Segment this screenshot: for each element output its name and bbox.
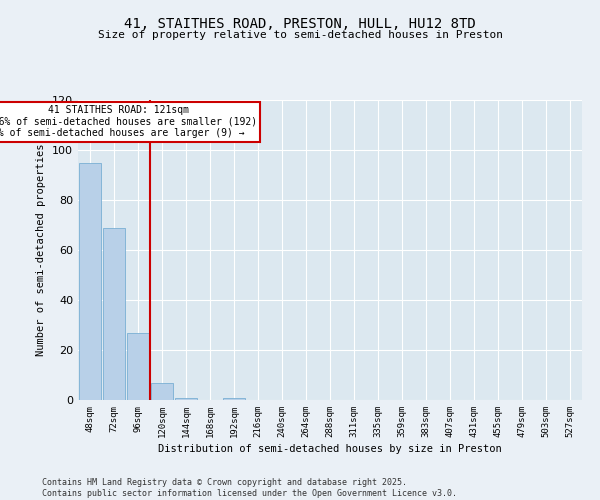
Text: Size of property relative to semi-detached houses in Preston: Size of property relative to semi-detach… [97,30,503,40]
Bar [103,228,125,400]
Bar [151,382,173,400]
Text: 41 STAITHES ROAD: 121sqm
← 96% of semi-detached houses are smaller (192)
4% of s: 41 STAITHES ROAD: 121sqm ← 96% of semi-d… [0,105,257,138]
Bar [175,398,197,400]
Text: Contains HM Land Registry data © Crown copyright and database right 2025.
Contai: Contains HM Land Registry data © Crown c… [42,478,457,498]
Bar [79,162,101,400]
Bar [127,332,149,400]
X-axis label: Distribution of semi-detached houses by size in Preston: Distribution of semi-detached houses by … [158,444,502,454]
Y-axis label: Number of semi-detached properties: Number of semi-detached properties [37,144,46,356]
Bar [223,398,245,400]
Text: 41, STAITHES ROAD, PRESTON, HULL, HU12 8TD: 41, STAITHES ROAD, PRESTON, HULL, HU12 8… [124,18,476,32]
